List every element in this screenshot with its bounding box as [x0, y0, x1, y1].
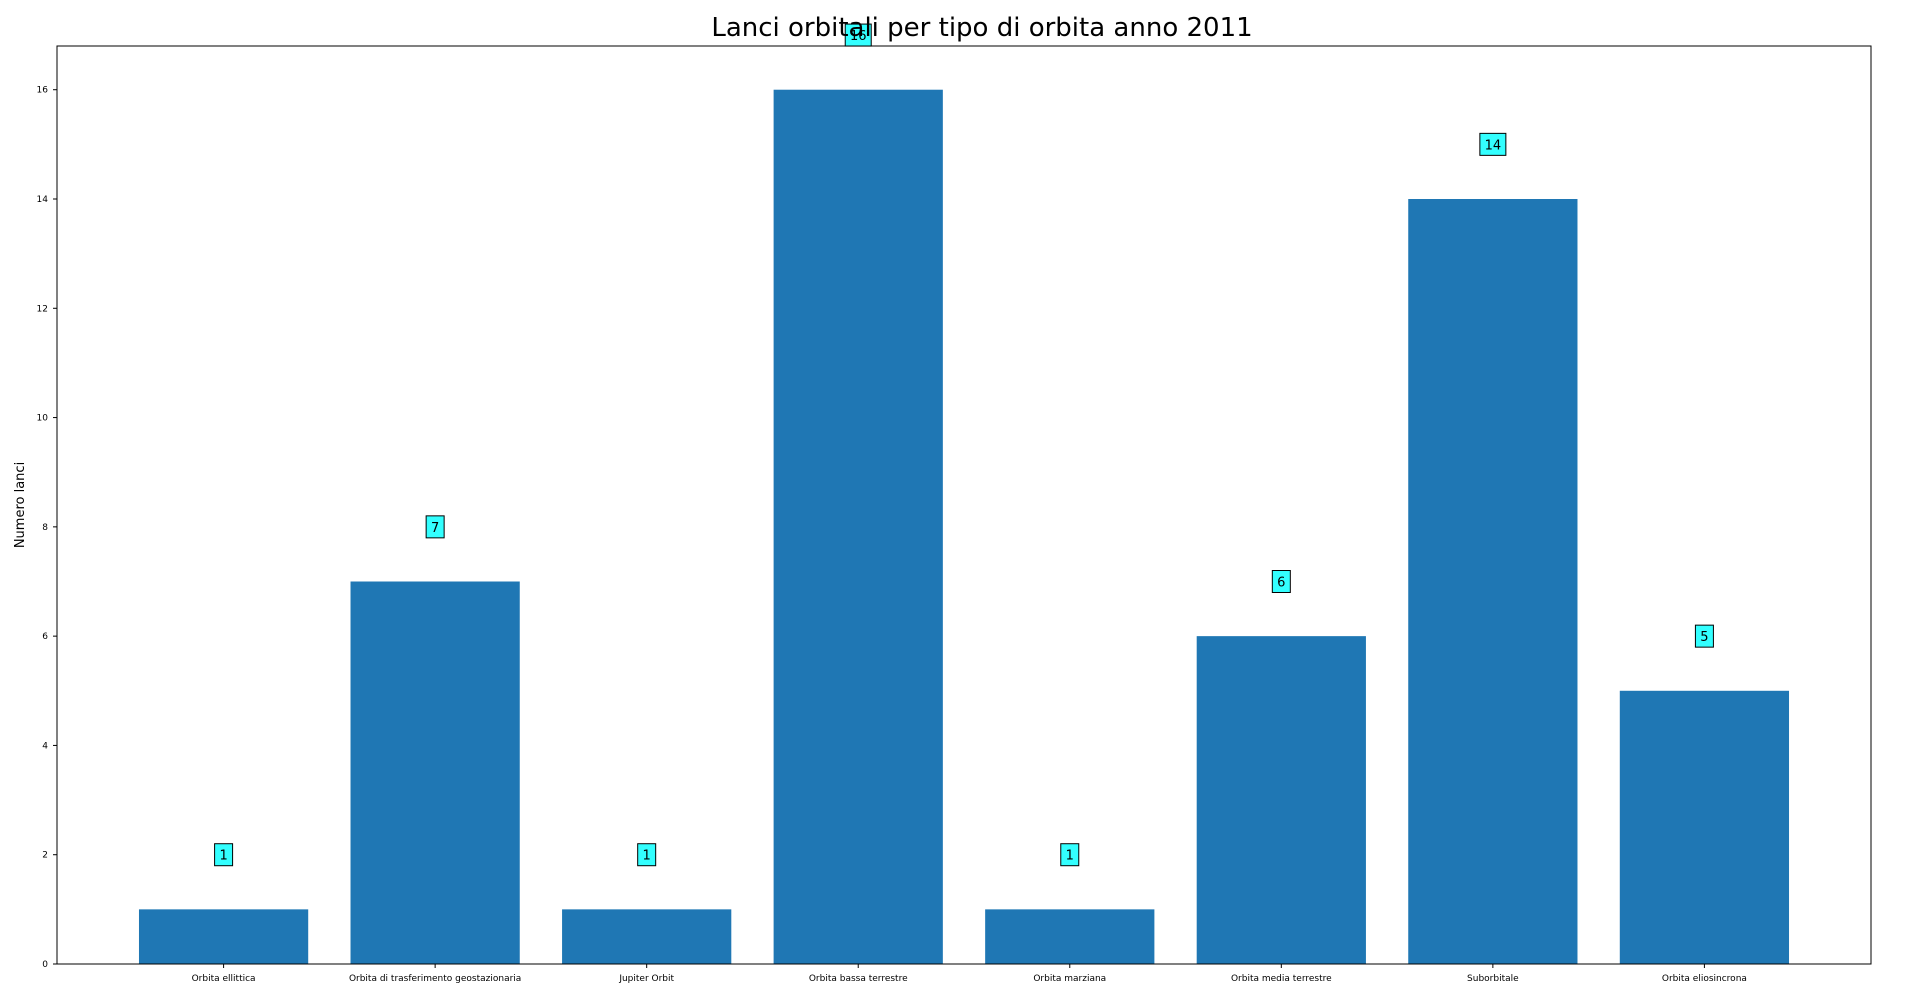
y-tick-label: 0 — [42, 960, 48, 970]
data-label: 7 — [431, 521, 439, 536]
y-tick-label: 14 — [37, 195, 49, 205]
y-tick-label: 4 — [42, 741, 48, 751]
y-tick-label: 12 — [37, 304, 48, 314]
data-label: 1 — [643, 849, 651, 864]
y-tick-label: 16 — [37, 86, 49, 96]
x-tick-label: Suborbitale — [1467, 974, 1519, 984]
y-tick-label: 6 — [42, 632, 48, 642]
y-tick-label: 10 — [37, 414, 49, 424]
bar — [1408, 199, 1578, 964]
y-axis-label: Numero lanci — [13, 462, 28, 548]
x-tick-label: Jupiter Orbit — [618, 974, 674, 984]
x-tick-label: Orbita ellittica — [192, 974, 256, 984]
data-label-box — [1479, 132, 1507, 156]
data-label: 16 — [850, 29, 867, 44]
bar — [1619, 690, 1790, 964]
bar — [1196, 636, 1366, 964]
data-label-box — [637, 843, 657, 867]
data-label-box — [1060, 843, 1080, 867]
data-label: 14 — [1485, 138, 1502, 153]
x-tick-label: Orbita media terrestre — [1231, 974, 1332, 984]
data-label: 1 — [1066, 849, 1074, 864]
data-label-box — [425, 515, 445, 539]
x-tick-label: Orbita di trasferimento geostazionaria — [349, 974, 521, 984]
data-label: 5 — [1700, 630, 1708, 645]
data-label-box — [214, 843, 234, 867]
chart-title: Lanci orbitali per tipo di orbita anno 2… — [711, 13, 1252, 43]
bar — [350, 581, 520, 964]
y-tick-label: 2 — [42, 851, 48, 861]
x-tick-label: Orbita marziana — [1033, 974, 1106, 984]
bar — [985, 909, 1155, 964]
y-tick-label: 8 — [42, 523, 48, 533]
data-label-box — [1271, 570, 1291, 593]
axes-frame — [56, 45, 1872, 965]
x-tick-label: Orbita bassa terrestre — [809, 974, 908, 984]
x-tick-label: Orbita eliosincrona — [1662, 974, 1747, 984]
bar — [773, 89, 943, 964]
data-label: 6 — [1277, 576, 1285, 591]
bar — [138, 909, 309, 964]
data-label: 1 — [219, 849, 227, 864]
data-label-box — [1694, 624, 1714, 648]
bar — [562, 909, 732, 964]
